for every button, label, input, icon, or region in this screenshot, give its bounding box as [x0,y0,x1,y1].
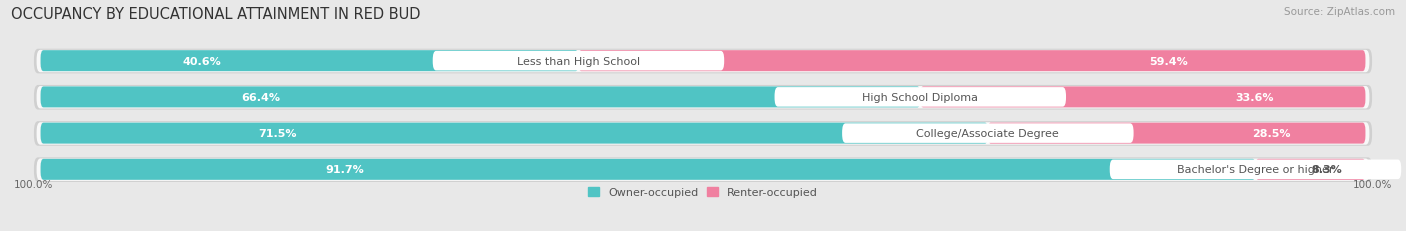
Text: College/Associate Degree: College/Associate Degree [917,128,1059,139]
FancyBboxPatch shape [1109,160,1402,179]
FancyBboxPatch shape [842,124,1133,143]
FancyBboxPatch shape [41,123,988,144]
Text: 71.5%: 71.5% [259,128,297,139]
Text: 8.3%: 8.3% [1312,165,1343,175]
Text: Bachelor's Degree or higher: Bachelor's Degree or higher [1177,165,1334,175]
Text: 59.4%: 59.4% [1149,56,1188,66]
FancyBboxPatch shape [1256,159,1365,180]
Text: Less than High School: Less than High School [517,56,640,66]
Text: 28.5%: 28.5% [1251,128,1291,139]
FancyBboxPatch shape [41,87,921,108]
FancyBboxPatch shape [37,159,1369,181]
FancyBboxPatch shape [34,49,1372,74]
Text: 33.6%: 33.6% [1234,92,1274,103]
Text: High School Diploma: High School Diploma [862,92,979,103]
Text: 66.4%: 66.4% [240,92,280,103]
FancyBboxPatch shape [988,123,1365,144]
Legend: Owner-occupied, Renter-occupied: Owner-occupied, Renter-occupied [583,182,823,202]
FancyBboxPatch shape [34,85,1372,110]
FancyBboxPatch shape [37,87,1369,109]
Text: OCCUPANCY BY EDUCATIONAL ATTAINMENT IN RED BUD: OCCUPANCY BY EDUCATIONAL ATTAINMENT IN R… [11,7,420,22]
FancyBboxPatch shape [775,88,1066,107]
FancyBboxPatch shape [37,51,1369,73]
Text: 91.7%: 91.7% [325,165,364,175]
Text: Source: ZipAtlas.com: Source: ZipAtlas.com [1284,7,1395,17]
FancyBboxPatch shape [41,159,1256,180]
FancyBboxPatch shape [34,158,1372,182]
Text: 100.0%: 100.0% [1353,179,1392,189]
FancyBboxPatch shape [37,123,1369,145]
Text: 100.0%: 100.0% [14,179,53,189]
Text: 40.6%: 40.6% [183,56,221,66]
FancyBboxPatch shape [34,122,1372,146]
FancyBboxPatch shape [41,51,578,72]
FancyBboxPatch shape [921,87,1365,108]
FancyBboxPatch shape [578,51,1365,72]
FancyBboxPatch shape [433,52,724,71]
